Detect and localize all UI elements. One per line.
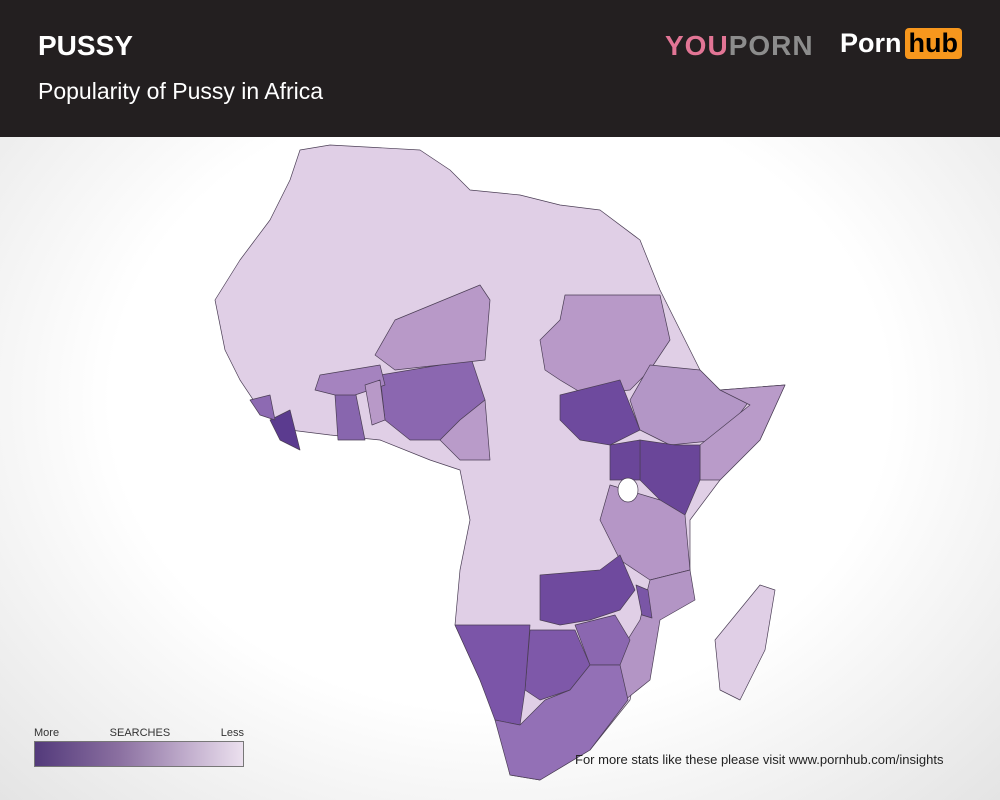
region-namibia — [454, 624, 531, 726]
region-somalia — [699, 384, 786, 481]
region-mozambique — [614, 569, 696, 701]
legend-more: More — [34, 727, 60, 739]
africa-map — [214, 144, 786, 781]
header: PUSSY Popularity of Pussy in Africa YOUP… — [0, 0, 1000, 137]
region-malawi — [635, 584, 653, 619]
lake-victoria — [617, 477, 639, 503]
region-sierra-leone — [249, 394, 276, 421]
region-zambia — [539, 554, 636, 626]
legend: More SEARCHES Less — [34, 727, 244, 767]
region-madagascar — [714, 584, 776, 701]
region-kenya — [639, 439, 701, 516]
region-benin — [364, 379, 386, 426]
pornhub-logo: Porn hub — [840, 28, 962, 59]
region-uganda — [609, 439, 641, 481]
logo-part: Porn — [840, 28, 902, 58]
region-liberia — [269, 409, 301, 451]
logo-part: PORN — [728, 30, 814, 61]
youporn-logo: YOUPORN — [665, 30, 814, 62]
legend-title: SEARCHES — [109, 727, 171, 739]
logo-part: YOU — [665, 30, 729, 61]
region-cameroon — [439, 399, 491, 461]
region-south-africa — [494, 664, 629, 781]
legend-less: Less — [220, 727, 244, 739]
page-title: PUSSY — [38, 30, 133, 61]
footer-note: For more stats like these please visit w… — [575, 752, 944, 767]
legend-gradient — [34, 741, 244, 767]
page-subtitle: Popularity of Pussy in Africa — [38, 78, 324, 104]
region-niger — [374, 284, 491, 371]
logo-part: hub — [904, 28, 962, 59]
